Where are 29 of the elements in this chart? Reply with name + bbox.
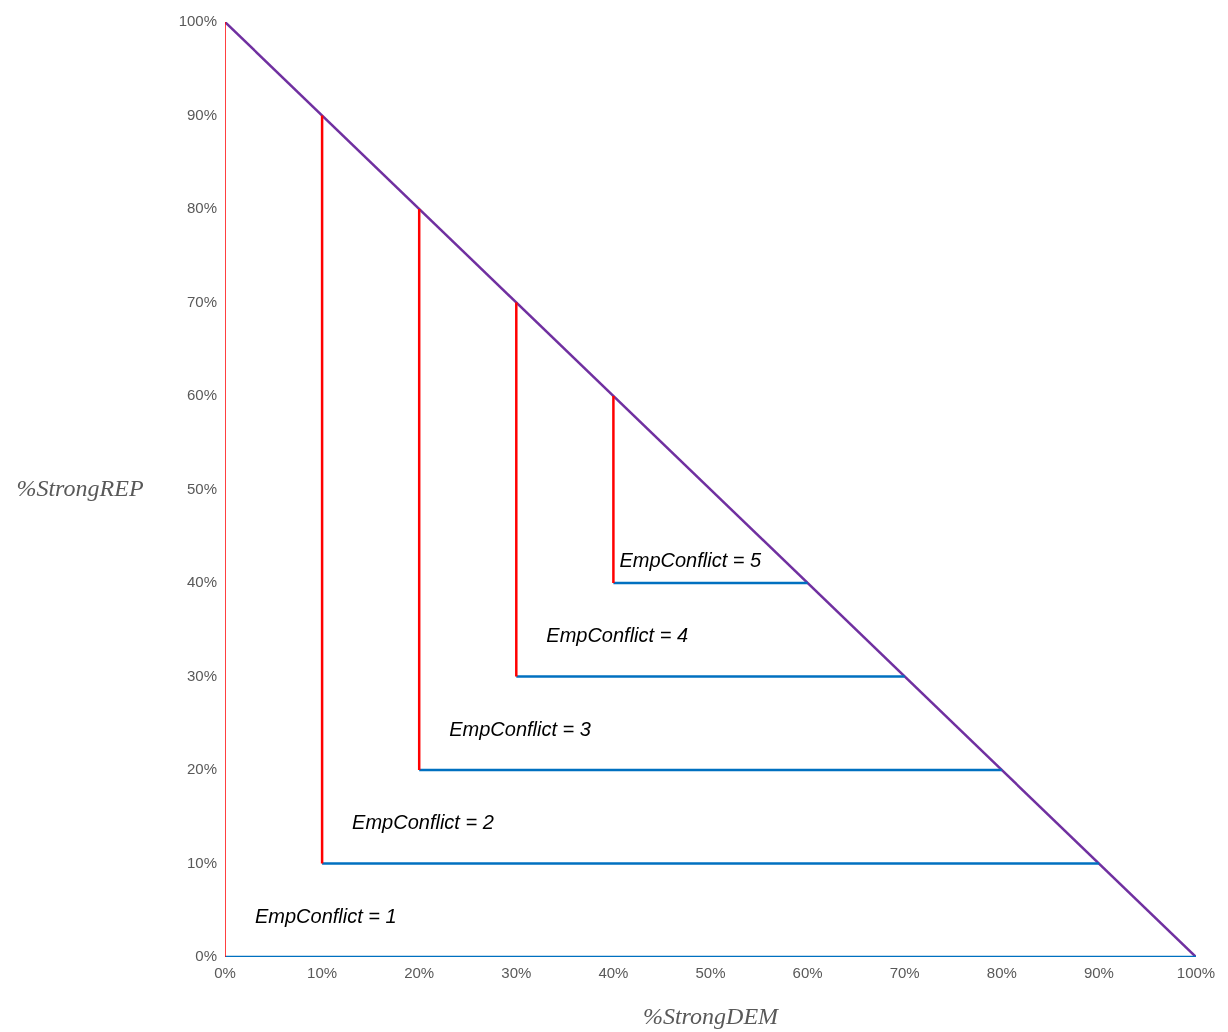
annotation: EmpConflict = 5 [619, 548, 763, 571]
x-tick-label: 40% [598, 964, 629, 982]
x-tick-label: 60% [792, 964, 823, 982]
y-tick-label: 100% [178, 12, 217, 30]
annotation: EmpConflict = 1 [255, 904, 397, 927]
x-tick-label: 70% [889, 964, 920, 982]
y-axis-title: %StrongREP [16, 474, 144, 501]
x-tick-label: 90% [1083, 964, 1114, 982]
y-tick-label: 70% [186, 292, 217, 310]
y-tick-label: 40% [186, 573, 217, 591]
annotation: EmpConflict = 4 [546, 624, 689, 647]
annotation: EmpConflict = 2 [352, 811, 494, 834]
x-tick-label: 80% [986, 964, 1017, 982]
y-tick-label: 50% [186, 479, 217, 497]
x-tick-label: 10% [307, 964, 338, 982]
y-tick-label: 20% [186, 760, 217, 778]
x-axis-title: %StrongDEM [642, 1003, 781, 1030]
x-tick-label: 100% [1176, 964, 1216, 982]
x-tick-label: 0% [214, 964, 236, 982]
y-tick-label: 30% [186, 666, 217, 684]
y-tick-label: 10% [186, 853, 217, 871]
annotation: EmpConflict = 3 [449, 717, 591, 740]
y-tick-label: 90% [186, 105, 217, 123]
x-tick-label: 30% [501, 964, 532, 982]
x-tick-label: 50% [695, 964, 726, 982]
y-tick-label: 0% [195, 947, 217, 965]
y-tick-label: 60% [186, 386, 217, 404]
y-tick-label: 80% [186, 199, 217, 217]
x-tick-label: 20% [404, 964, 435, 982]
